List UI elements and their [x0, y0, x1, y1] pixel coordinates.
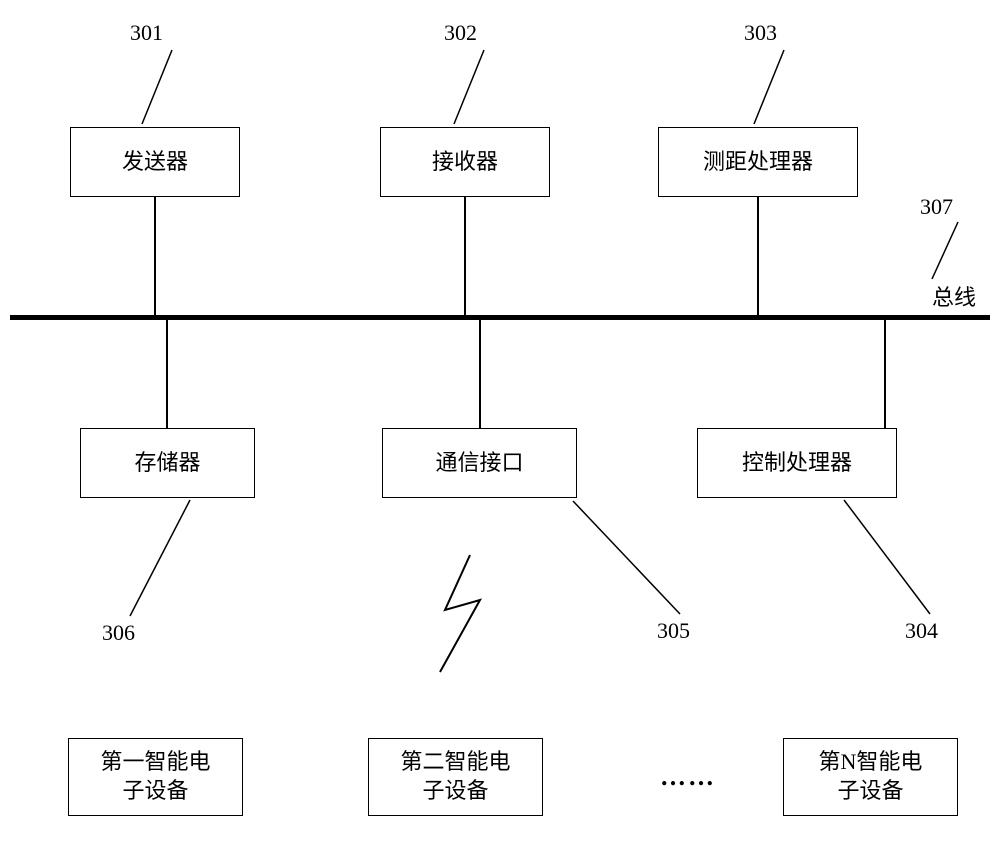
block-bus-diagram: 301 302 303 307 总线 发送器 接收器 测距处理器 存储器 通信接…: [0, 0, 1000, 861]
conn-bus-306: [166, 320, 168, 428]
leader-302: [454, 50, 484, 124]
ref-307: 307: [920, 194, 953, 220]
ref-302: 302: [444, 20, 477, 46]
box-ranging-cpu-label: 测距处理器: [703, 148, 813, 177]
box-comm-if-label: 通信接口: [435, 449, 523, 478]
box-device-1-label: 第一智能电 子设备: [100, 748, 210, 805]
box-device-n: 第N智能电 子设备: [783, 738, 958, 816]
box-ctrl-cpu-label: 控制处理器: [742, 449, 852, 478]
leader-306: [130, 500, 190, 616]
conn-302-bus: [464, 197, 466, 315]
bus-line: [10, 315, 990, 320]
box-transmitter-label: 发送器: [122, 148, 188, 177]
ref-306: 306: [102, 620, 135, 646]
ref-303: 303: [744, 20, 777, 46]
box-ranging-cpu: 测距处理器: [658, 127, 858, 197]
leader-307: [932, 222, 958, 279]
box-receiver-label: 接收器: [432, 148, 498, 177]
leader-304: [844, 500, 930, 614]
box-device-n-label: 第N智能电 子设备: [819, 748, 923, 805]
lightning-icon: [440, 555, 480, 672]
box-memory-label: 存储器: [134, 449, 200, 478]
box-device-2: 第二智能电 子设备: [368, 738, 543, 816]
devices-ellipsis: ……: [660, 762, 716, 792]
box-device-2-label: 第二智能电 子设备: [400, 748, 510, 805]
box-transmitter: 发送器: [70, 127, 240, 197]
ref-305: 305: [657, 618, 690, 644]
box-memory: 存储器: [80, 428, 255, 498]
box-receiver: 接收器: [380, 127, 550, 197]
conn-bus-305: [479, 320, 481, 428]
leader-303: [754, 50, 784, 124]
box-ctrl-cpu: 控制处理器: [697, 428, 897, 498]
leader-301: [142, 50, 172, 124]
leader-305: [573, 501, 680, 614]
conn-301-bus: [154, 197, 156, 315]
box-device-1: 第一智能电 子设备: [68, 738, 243, 816]
conn-bus-304: [884, 320, 886, 428]
conn-303-bus: [757, 197, 759, 315]
bus-label: 总线: [932, 280, 976, 312]
ref-304: 304: [905, 618, 938, 644]
ref-301: 301: [130, 20, 163, 46]
box-comm-if: 通信接口: [382, 428, 577, 498]
